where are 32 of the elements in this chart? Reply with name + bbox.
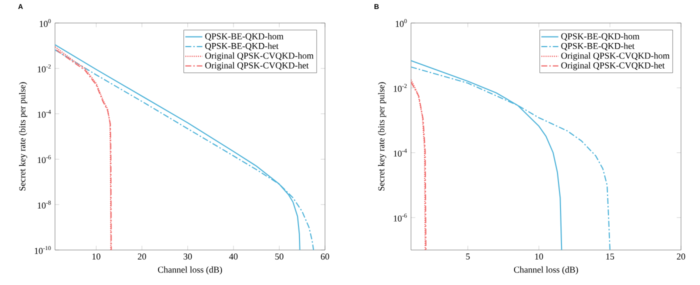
y-axis-title: Secret key rate (bits per pulse) bbox=[19, 82, 28, 191]
x-tick-label: 20 bbox=[138, 254, 146, 260]
y-axis-title: Secret key rate (bits per pulse) bbox=[378, 82, 386, 191]
legend-label: Original QPSK-CVQKD-het bbox=[205, 62, 309, 70]
y-tick-label: 10$^{-4}$ bbox=[394, 148, 407, 157]
y-tick-label: 10$^{-10}$ bbox=[34, 246, 51, 254]
y-tick-label: 10$^{-8}$ bbox=[38, 200, 51, 209]
legend-label: Original QPSK-CVQKD-hom bbox=[205, 52, 314, 61]
y-tick-label: 10$^{0}$ bbox=[40, 19, 51, 27]
legend-label: QPSK-BE-QKD-het bbox=[561, 42, 635, 50]
x-tick-label: 20 bbox=[676, 254, 686, 260]
y-tick-label: 10$^{-6}$ bbox=[38, 155, 51, 164]
y-tick-label: 10$^{-2}$ bbox=[38, 64, 51, 72]
x-tick-label: 15 bbox=[606, 254, 614, 260]
legend-label: QPSK-BE-QKD-hom bbox=[561, 33, 640, 41]
x-tick-label: 10 bbox=[92, 254, 100, 260]
x-tick-label: 10 bbox=[535, 254, 544, 260]
legend-label: Original QPSK-CVQKD-het bbox=[561, 62, 665, 70]
x-tick-label: 50 bbox=[275, 254, 284, 260]
legend-label: Original QPSK-CVQKD-hom bbox=[561, 52, 670, 61]
y-tick-label: 10$^{0}$ bbox=[396, 19, 407, 27]
x-tick-label: 60 bbox=[320, 254, 330, 260]
x-tick-label: 40 bbox=[229, 254, 238, 260]
x-axis-title: Channel loss (dB) bbox=[514, 266, 578, 275]
y-tick-label: 10$^{-4}$ bbox=[38, 110, 51, 118]
x-tick-label: 30 bbox=[184, 254, 192, 260]
y-tick-label: 10$^{-2}$ bbox=[394, 84, 407, 92]
legend-label: QPSK-BE-QKD-hom bbox=[205, 33, 284, 41]
y-tick-label: 10$^{-6}$ bbox=[394, 214, 407, 222]
x-tick-label: 5 bbox=[466, 254, 470, 260]
legend-label: QPSK-BE-QKD-het bbox=[205, 42, 279, 50]
x-axis-title: Channel loss (dB) bbox=[158, 266, 222, 275]
